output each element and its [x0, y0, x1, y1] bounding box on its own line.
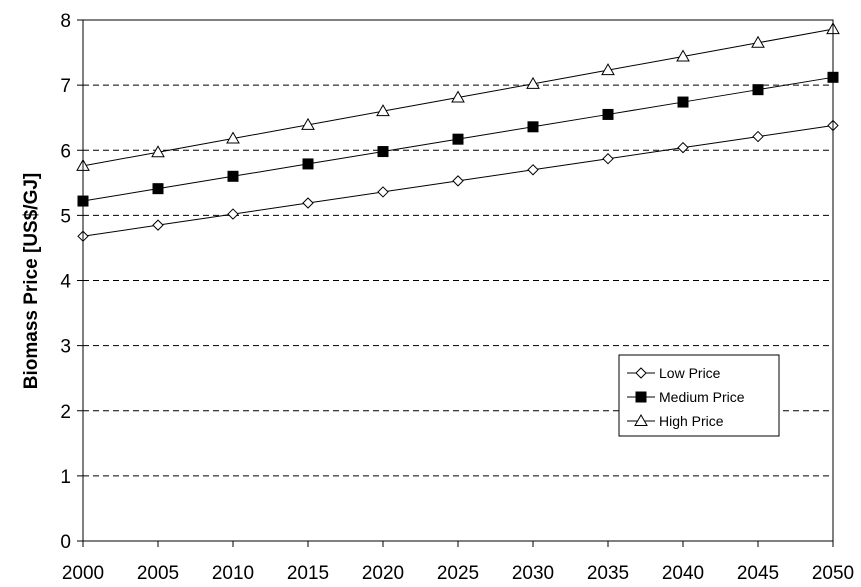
data-point	[151, 145, 165, 158]
axes	[77, 19, 834, 547]
series-medium-price	[77, 71, 839, 207]
x-tick-label: 2020	[362, 563, 404, 584]
y-tick-label: 0	[60, 532, 71, 553]
data-point	[227, 170, 239, 182]
y-tick-label: 8	[60, 11, 71, 32]
legend-label: Medium Price	[659, 389, 745, 405]
data-point	[526, 76, 540, 89]
data-point	[302, 158, 314, 170]
data-point	[752, 130, 764, 143]
x-tick-label: 2040	[662, 563, 704, 584]
y-tick-label: 2	[60, 402, 71, 423]
x-tick-label: 2025	[437, 563, 479, 584]
data-point	[676, 49, 690, 62]
data-point	[301, 117, 315, 130]
data-point	[677, 141, 689, 154]
series-layer	[76, 22, 840, 242]
y-tick-label: 4	[60, 272, 71, 293]
legend-item: Low Price	[627, 365, 721, 381]
legend-marker	[635, 391, 647, 403]
data-point	[226, 131, 240, 144]
data-point	[452, 133, 464, 145]
data-point	[527, 121, 539, 133]
x-tick-label: 2030	[512, 563, 554, 584]
x-tick-label: 2005	[137, 563, 179, 584]
y-tick-label: 7	[60, 76, 71, 97]
data-point	[302, 197, 314, 209]
x-tick-label: 2050	[812, 563, 854, 584]
series-low-price	[77, 119, 839, 242]
x-tick-label: 2010	[212, 563, 254, 584]
y-tick-label: 5	[60, 206, 71, 227]
data-point	[527, 164, 539, 176]
y-tick-label: 6	[60, 141, 71, 162]
gridlines	[83, 84, 833, 477]
data-point	[602, 108, 614, 120]
data-point	[152, 219, 164, 231]
y-tick-label: 3	[60, 337, 71, 358]
y-tick-label: 1	[60, 467, 71, 488]
legend-item: Medium Price	[627, 389, 745, 405]
series-high-price	[76, 22, 840, 171]
data-point	[376, 104, 390, 117]
legend-item: High Price	[627, 413, 724, 429]
legend: Low Price Medium Price High Price	[618, 354, 780, 437]
legend-marker	[635, 367, 647, 379]
data-point	[677, 96, 689, 108]
legend-marker	[634, 413, 648, 426]
tick-labels: 0 1 2 3 4 5 6 7 8 2000 2005 2010 2015 2020 2025 2030 203…	[60, 11, 854, 584]
data-point	[227, 208, 239, 220]
legend-label: High Price	[659, 413, 724, 429]
data-point	[452, 175, 464, 187]
data-point	[752, 84, 764, 96]
x-tick-label: 2045	[737, 563, 779, 584]
data-point	[601, 63, 615, 76]
data-point	[152, 183, 164, 195]
data-point	[751, 35, 765, 48]
legend-label: Low Price	[659, 365, 721, 381]
data-point	[377, 186, 389, 198]
y-axis-label: Biomass Price [US$/GJ]	[21, 173, 42, 389]
data-point	[377, 146, 389, 158]
data-point	[451, 90, 465, 103]
x-tick-label: 2015	[287, 563, 329, 584]
x-tick-label: 2035	[587, 563, 629, 584]
x-tick-label: 2000	[62, 563, 104, 584]
data-point	[602, 153, 614, 165]
